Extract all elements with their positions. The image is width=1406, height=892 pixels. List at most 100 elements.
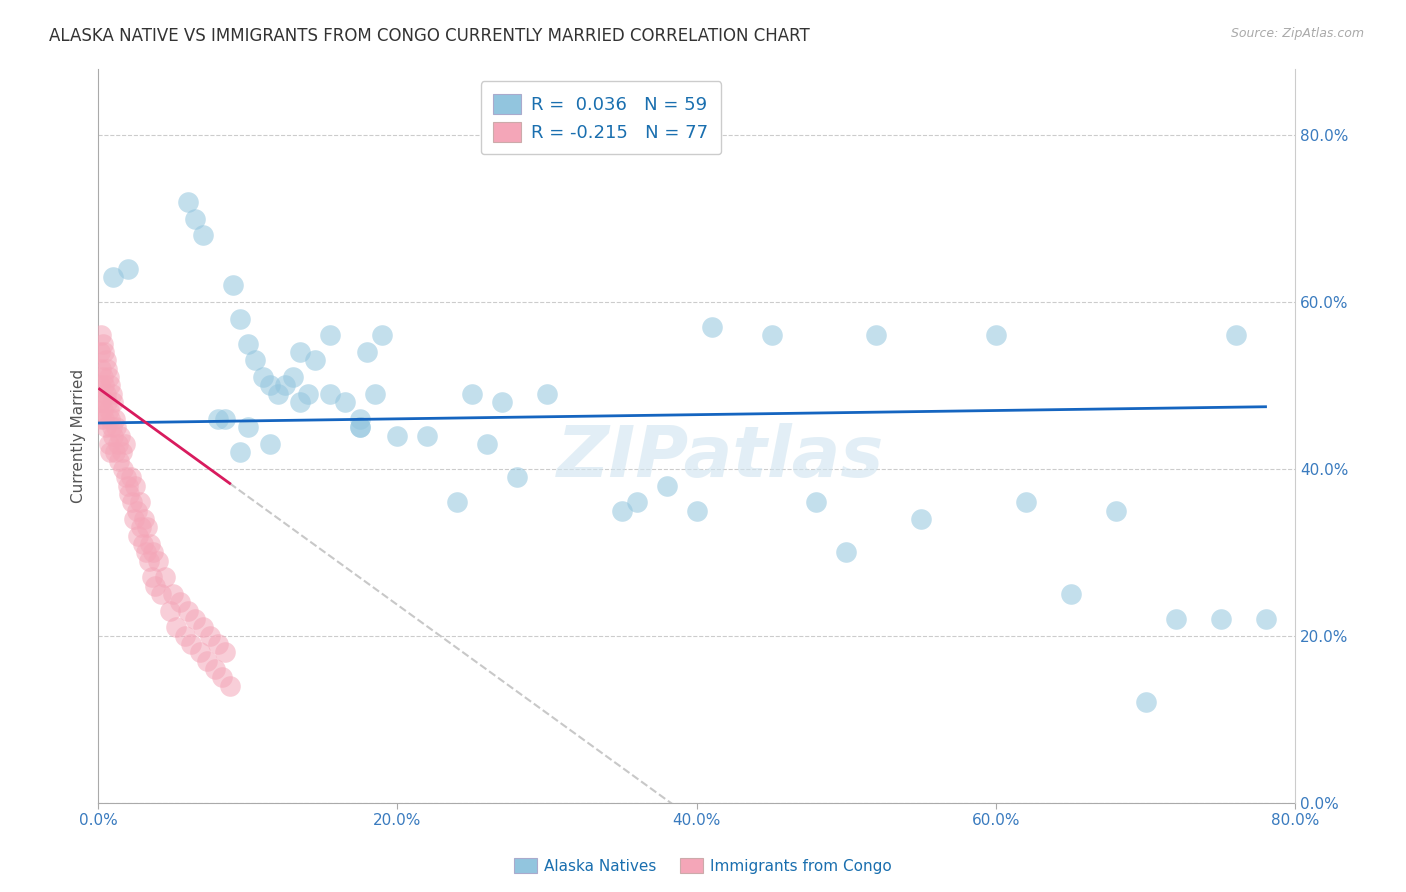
Point xyxy=(491,395,513,409)
Point xyxy=(236,420,259,434)
Point xyxy=(93,412,115,426)
Point xyxy=(288,345,311,359)
Point xyxy=(288,395,311,409)
Point xyxy=(141,570,163,584)
Text: ALASKA NATIVE VS IMMIGRANTS FROM CONGO CURRENTLY MARRIED CORRELATION CHART: ALASKA NATIVE VS IMMIGRANTS FROM CONGO C… xyxy=(49,27,810,45)
Text: Source: ZipAtlas.com: Source: ZipAtlas.com xyxy=(1230,27,1364,40)
Point xyxy=(506,470,529,484)
Point xyxy=(117,261,139,276)
Point xyxy=(173,629,195,643)
Point xyxy=(98,445,121,459)
Point xyxy=(91,336,114,351)
Point xyxy=(100,420,122,434)
Point xyxy=(297,386,319,401)
Point xyxy=(1105,503,1128,517)
Point xyxy=(121,495,143,509)
Point xyxy=(371,328,394,343)
Point xyxy=(1015,495,1038,509)
Point xyxy=(91,403,114,417)
Point xyxy=(1225,328,1247,343)
Point xyxy=(207,412,229,426)
Point xyxy=(120,470,142,484)
Point xyxy=(108,453,131,467)
Point xyxy=(686,503,709,517)
Point xyxy=(177,194,200,209)
Point xyxy=(165,620,187,634)
Point xyxy=(155,570,177,584)
Point xyxy=(177,604,200,618)
Point xyxy=(364,386,387,401)
Point xyxy=(89,395,111,409)
Point xyxy=(131,520,153,534)
Point xyxy=(98,412,121,426)
Point xyxy=(149,587,172,601)
Point xyxy=(1135,695,1157,709)
Point xyxy=(110,428,132,442)
Point xyxy=(94,420,117,434)
Point xyxy=(236,336,259,351)
Point xyxy=(333,395,356,409)
Point xyxy=(115,470,138,484)
Point xyxy=(806,495,828,509)
Point xyxy=(655,478,678,492)
Point xyxy=(101,395,124,409)
Point xyxy=(103,445,125,459)
Point xyxy=(97,370,120,384)
Point xyxy=(114,437,136,451)
Point xyxy=(259,378,281,392)
Point xyxy=(319,386,342,401)
Point xyxy=(98,378,121,392)
Point xyxy=(214,412,236,426)
Point xyxy=(101,428,124,442)
Point xyxy=(356,345,378,359)
Point xyxy=(122,512,145,526)
Point xyxy=(180,637,202,651)
Point xyxy=(112,462,135,476)
Y-axis label: Currently Married: Currently Married xyxy=(72,368,86,502)
Point xyxy=(536,386,558,401)
Point xyxy=(188,645,211,659)
Point xyxy=(229,311,252,326)
Point xyxy=(349,412,371,426)
Point xyxy=(146,554,169,568)
Point xyxy=(118,487,141,501)
Point xyxy=(90,412,112,426)
Point xyxy=(304,353,326,368)
Legend: R =  0.036   N = 59, R = -0.215   N = 77: R = 0.036 N = 59, R = -0.215 N = 77 xyxy=(481,81,721,154)
Point xyxy=(319,328,342,343)
Point xyxy=(169,595,191,609)
Point xyxy=(90,361,112,376)
Point xyxy=(90,395,112,409)
Point xyxy=(252,370,274,384)
Point xyxy=(94,353,117,368)
Point xyxy=(984,328,1007,343)
Point xyxy=(274,378,297,392)
Point xyxy=(134,512,156,526)
Point xyxy=(138,554,160,568)
Point xyxy=(626,495,648,509)
Point xyxy=(191,228,214,243)
Point xyxy=(387,428,409,442)
Point xyxy=(96,395,118,409)
Point xyxy=(1209,612,1232,626)
Text: ZIPatlas: ZIPatlas xyxy=(557,423,884,492)
Point xyxy=(127,528,149,542)
Point xyxy=(89,378,111,392)
Point xyxy=(103,412,125,426)
Point xyxy=(129,495,152,509)
Point xyxy=(700,320,723,334)
Point xyxy=(111,445,134,459)
Point xyxy=(96,361,118,376)
Point xyxy=(136,520,159,534)
Point xyxy=(865,328,887,343)
Point xyxy=(162,587,184,601)
Point xyxy=(266,386,288,401)
Point xyxy=(94,386,117,401)
Point xyxy=(143,579,166,593)
Point xyxy=(461,386,484,401)
Point xyxy=(245,353,267,368)
Point xyxy=(105,420,128,434)
Point xyxy=(135,545,157,559)
Point xyxy=(97,437,120,451)
Point xyxy=(610,503,633,517)
